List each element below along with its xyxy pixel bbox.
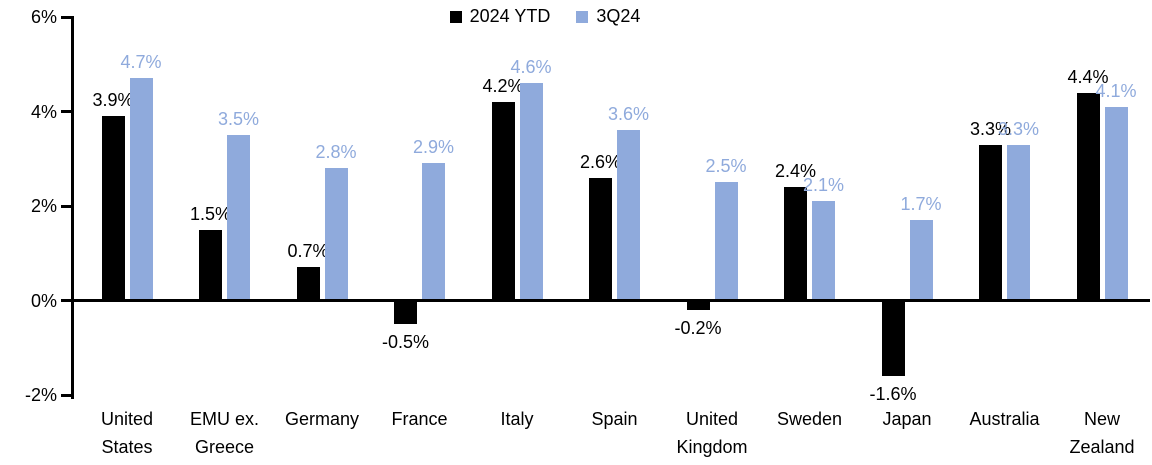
bar-2024-ytd-italy bbox=[491, 102, 515, 301]
y-tick-mark bbox=[61, 299, 71, 302]
bar-2024-ytd-germany bbox=[296, 267, 320, 301]
y-tick-label: 0% bbox=[30, 290, 57, 311]
value-label-2024-ytd-germany: 0.7% bbox=[287, 241, 329, 262]
bar-2024-ytd-australia bbox=[979, 144, 1002, 301]
category-label-line: Zealand bbox=[1069, 437, 1135, 457]
zero-baseline bbox=[71, 299, 1150, 302]
legend-label-2024-ytd: 2024 YTD bbox=[469, 6, 551, 26]
category-label-united-kingdom: United Kingdom bbox=[662, 405, 762, 461]
value-label-3q24-spain: 3.6% bbox=[607, 104, 650, 125]
value-label-3q24-germany: 2.8% bbox=[315, 142, 357, 163]
y-tick-mark bbox=[61, 393, 71, 397]
value-label-3q24-united-kingdom: 2.5% bbox=[705, 156, 747, 177]
value-label-2024-ytd-sweden: 2.4% bbox=[774, 161, 817, 182]
y-tick-label: 4% bbox=[30, 101, 57, 122]
value-label-3q24-australia: 3.3% bbox=[997, 118, 1040, 139]
y-tick-label: -2% bbox=[24, 385, 57, 405]
category-label-australia: Australia bbox=[955, 405, 1055, 433]
category-label-line: Sweden bbox=[776, 409, 843, 429]
value-label-3q24-emu-ex-greece: 3.5% bbox=[217, 109, 260, 130]
category-label-line: Spain bbox=[591, 409, 638, 429]
category-label-line: EMU ex. bbox=[189, 409, 259, 429]
category-label-line: Japan bbox=[882, 409, 932, 429]
legend-label-3q24: 3Q24 bbox=[596, 6, 641, 26]
y-tick-label: 6% bbox=[30, 7, 57, 27]
category-label-line: Australia bbox=[969, 409, 1040, 429]
category-label-italy: Italy bbox=[467, 405, 567, 433]
value-label-3q24-united-states: 4.7% bbox=[120, 52, 162, 73]
legend-swatch-2024-ytd bbox=[449, 10, 462, 23]
legend-swatch-3q24 bbox=[576, 10, 589, 23]
value-label-2024-ytd-united-kingdom: -0.2% bbox=[674, 317, 722, 338]
category-label-line: United bbox=[100, 409, 154, 429]
bar-2024-ytd-sweden bbox=[784, 187, 807, 301]
bar-3q24-germany bbox=[324, 168, 348, 301]
bar-3q24-france bbox=[422, 163, 445, 301]
value-label-2024-ytd-emu-ex-greece: 1.5% bbox=[189, 203, 232, 224]
bar-3q24-italy bbox=[519, 83, 543, 301]
bar-2024-ytd-new-zealand bbox=[1076, 92, 1100, 301]
bar-2024-ytd-united-states bbox=[101, 116, 125, 301]
legend-item-3q24: 3Q24 bbox=[576, 6, 640, 27]
legend-item-2024-ytd: 2024 YTD bbox=[449, 6, 551, 27]
bar-3q24-australia bbox=[1007, 144, 1030, 301]
category-label-spain: Spain bbox=[565, 405, 665, 433]
category-label-line: United bbox=[685, 409, 739, 429]
category-label-line: Kingdom bbox=[676, 437, 748, 457]
category-label-germany: Germany bbox=[272, 405, 372, 433]
y-tick-mark bbox=[61, 110, 71, 113]
category-label-line: France bbox=[391, 409, 448, 429]
value-label-2024-ytd-australia: 3.3% bbox=[969, 118, 1012, 139]
value-label-2024-ytd-spain: 2.6% bbox=[579, 151, 622, 172]
category-label-line: New bbox=[1083, 409, 1120, 429]
category-label-line: Greece bbox=[194, 437, 255, 457]
category-label-new-zealand: New Zealand bbox=[1052, 405, 1152, 461]
bar-3q24-new-zealand bbox=[1104, 106, 1128, 301]
category-label-line: States bbox=[101, 437, 153, 457]
bar-3q24-united-kingdom bbox=[714, 182, 738, 301]
bar-2024-ytd-japan bbox=[881, 300, 905, 377]
y-tick-label: 2% bbox=[30, 196, 57, 216]
bar-3q24-sweden bbox=[812, 201, 835, 301]
category-label-line: Italy bbox=[500, 409, 534, 429]
value-label-3q24-france: 2.9% bbox=[412, 137, 455, 158]
value-label-2024-ytd-italy: 4.2% bbox=[482, 76, 524, 97]
value-label-3q24-sweden: 2.1% bbox=[802, 175, 845, 196]
value-label-3q24-new-zealand: 4.1% bbox=[1095, 80, 1137, 101]
value-label-2024-ytd-japan: -1.6% bbox=[869, 384, 917, 405]
bar-3q24-japan bbox=[909, 220, 933, 301]
bar-3q24-emu-ex-greece bbox=[227, 135, 250, 301]
bar-2024-ytd-spain bbox=[589, 177, 612, 301]
y-tick-mark bbox=[61, 15, 71, 19]
y-axis-line bbox=[71, 16, 74, 399]
y-tick-mark bbox=[61, 204, 71, 208]
bar-3q24-spain bbox=[617, 130, 640, 301]
category-label-sweden: Sweden bbox=[760, 405, 860, 433]
value-label-2024-ytd-france: -0.5% bbox=[381, 332, 430, 353]
category-label-france: France bbox=[370, 405, 470, 433]
bar-2024-ytd-emu-ex-greece bbox=[199, 229, 222, 301]
category-label-japan: Japan bbox=[857, 405, 957, 433]
bar-2024-ytd-united-kingdom bbox=[686, 300, 710, 310]
category-label-emu-ex-greece: EMU ex. Greece bbox=[175, 405, 275, 461]
value-label-2024-ytd-new-zealand: 4.4% bbox=[1067, 66, 1109, 87]
value-label-3q24-japan: 1.7% bbox=[900, 194, 942, 215]
category-label-line: Germany bbox=[284, 409, 360, 429]
legend: 2024 YTD 3Q24 bbox=[0, 6, 1090, 27]
category-label-united-states: United States bbox=[77, 405, 177, 461]
bar-2024-ytd-france bbox=[394, 300, 417, 325]
value-label-2024-ytd-united-states: 3.9% bbox=[92, 90, 134, 111]
value-label-3q24-italy: 4.6% bbox=[510, 57, 552, 78]
bar-3q24-united-states bbox=[129, 78, 153, 301]
